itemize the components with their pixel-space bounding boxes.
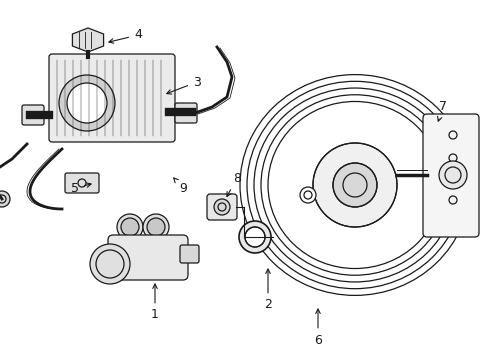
Circle shape (214, 199, 229, 215)
Circle shape (59, 75, 115, 131)
Circle shape (147, 218, 164, 236)
Text: 5: 5 (71, 181, 91, 194)
Circle shape (299, 187, 315, 203)
Circle shape (67, 83, 107, 123)
Text: 8: 8 (226, 171, 241, 197)
FancyBboxPatch shape (422, 114, 478, 237)
Polygon shape (72, 28, 103, 52)
Circle shape (142, 214, 169, 240)
Circle shape (239, 221, 270, 253)
Text: 4: 4 (109, 28, 142, 43)
Circle shape (90, 244, 130, 284)
Circle shape (244, 227, 264, 247)
Circle shape (0, 191, 10, 207)
FancyBboxPatch shape (206, 194, 237, 220)
FancyBboxPatch shape (108, 235, 187, 280)
Circle shape (121, 218, 139, 236)
Text: 2: 2 (264, 269, 271, 311)
Circle shape (332, 163, 376, 207)
FancyBboxPatch shape (65, 173, 99, 193)
Text: 1: 1 (151, 284, 159, 321)
Text: 7: 7 (437, 100, 446, 121)
FancyBboxPatch shape (180, 245, 199, 263)
FancyBboxPatch shape (49, 54, 175, 142)
Text: 3: 3 (166, 76, 201, 94)
Text: 9: 9 (173, 178, 186, 194)
FancyBboxPatch shape (22, 105, 44, 125)
FancyBboxPatch shape (175, 103, 197, 123)
Circle shape (117, 214, 142, 240)
Circle shape (438, 161, 466, 189)
Circle shape (312, 143, 396, 227)
Text: 6: 6 (313, 309, 321, 346)
